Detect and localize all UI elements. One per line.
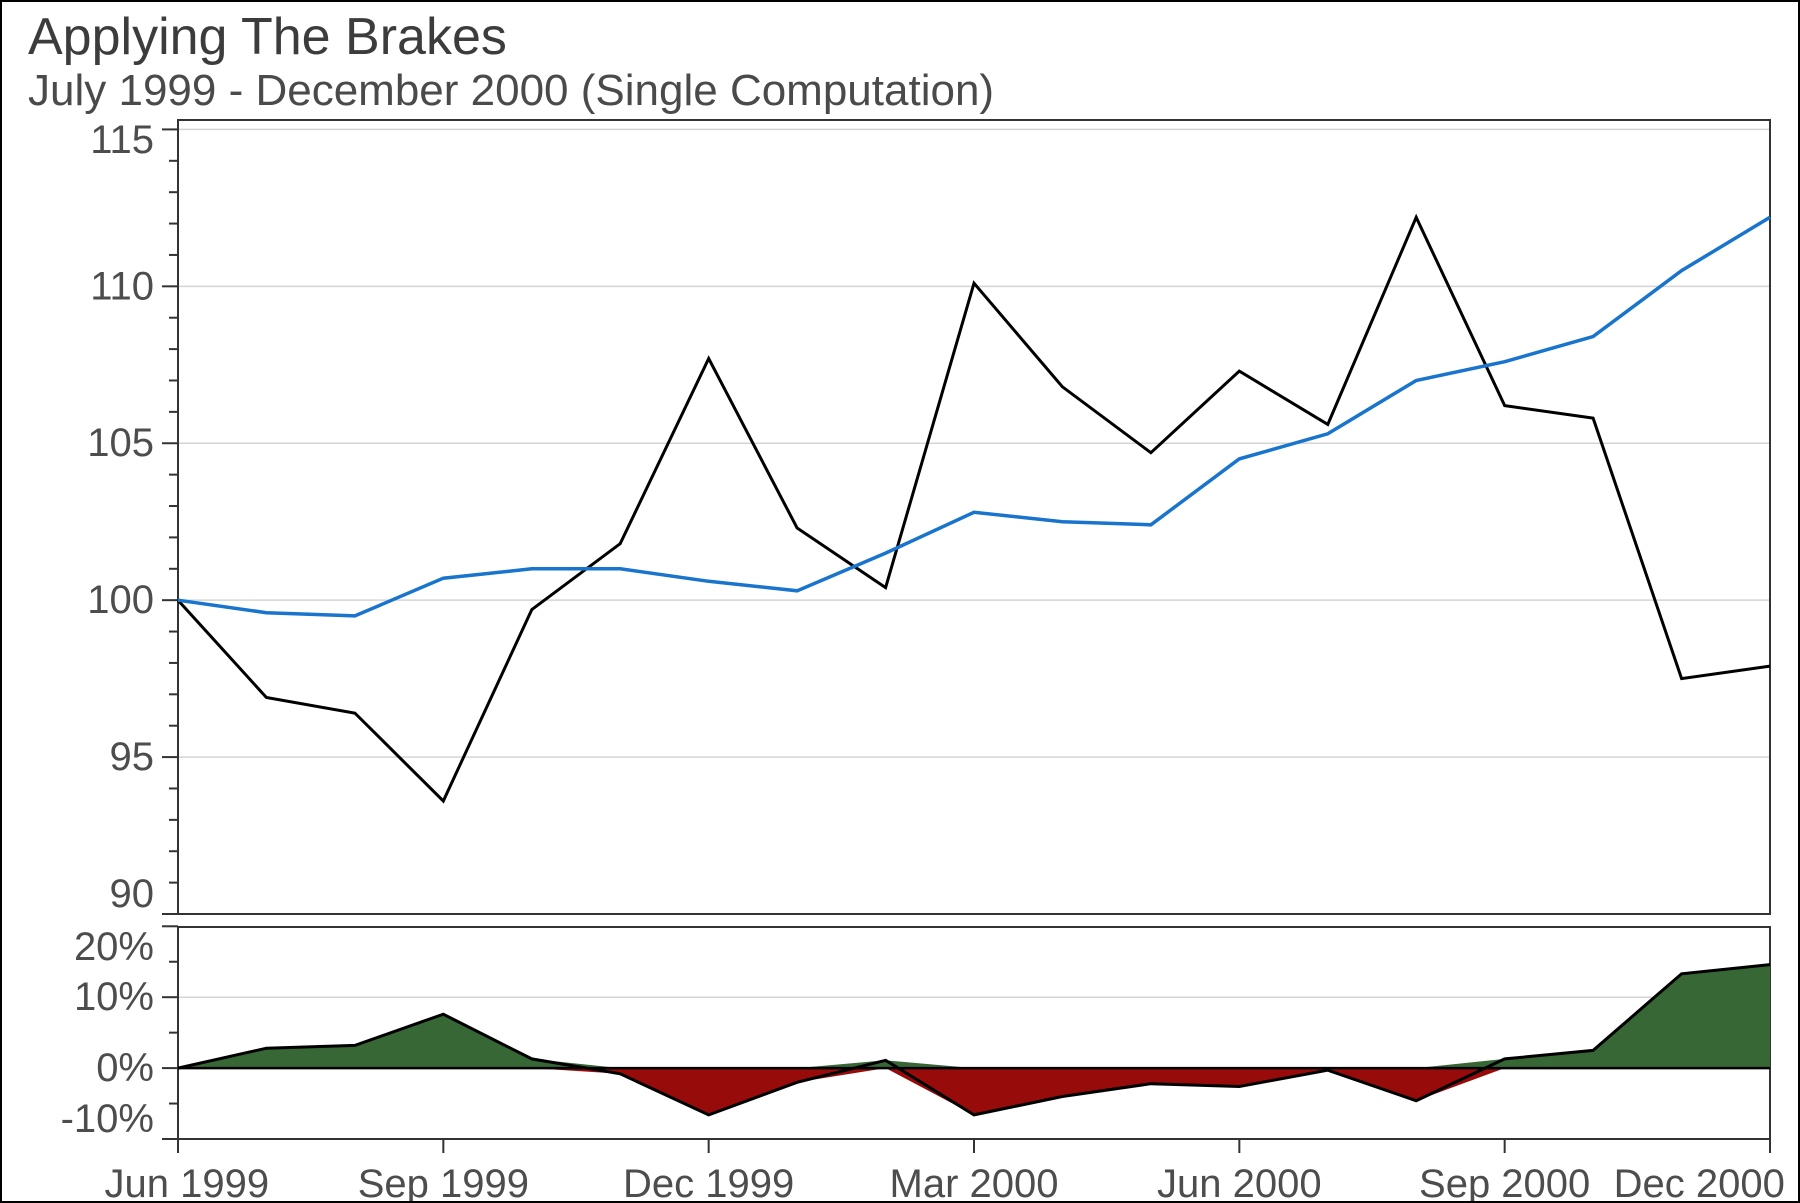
relative-panel: 20% 10% 0% -10% [61,925,1771,1141]
x-tick-label: Dec 1999 [623,1162,794,1203]
y-tick-label: 95 [110,735,155,779]
x-axis: Jun 1999 Sep 1999 Dec 1999 Mar 2000 Jun 2000… [105,1139,1785,1203]
panel-frame [177,119,1771,915]
y-tick-label: 10% [74,975,154,1019]
chart-title: Applying The Brakes [28,8,507,66]
negative-area [178,1068,1770,1115]
y-tick-label: 110 [90,264,154,308]
positive-area [178,964,1770,1069]
y-tick-label: 100 [87,578,154,622]
x-tick-label: Sep 2000 [1419,1162,1590,1203]
chart-subtitle: July 1999 - December 2000 (Single Comput… [28,66,995,115]
y-tick-label: -10% [61,1097,154,1141]
timing-model-blue-series-line [177,215,1771,618]
x-tick-label: Sep 1999 [358,1162,529,1203]
y-tick-label: 90 [110,872,155,916]
relative-series-outline [177,963,1771,1117]
x-tick-label: Jun 2000 [1157,1162,1322,1203]
y-tick-label: 0% [96,1046,154,1090]
main-panel: 90 95 100 105 110 115 [87,118,1771,916]
y-tick-label: 115 [90,118,154,162]
x-tick-label: Dec 2000 [1614,1162,1785,1203]
y-tick-label: 20% [74,925,154,969]
x-tick-label: Mar 2000 [890,1162,1059,1203]
x-tick-label: Jun 1999 [105,1162,270,1203]
y-tick-label: 105 [87,421,154,465]
buy-and-hold-black-series-line [176,213,1771,804]
